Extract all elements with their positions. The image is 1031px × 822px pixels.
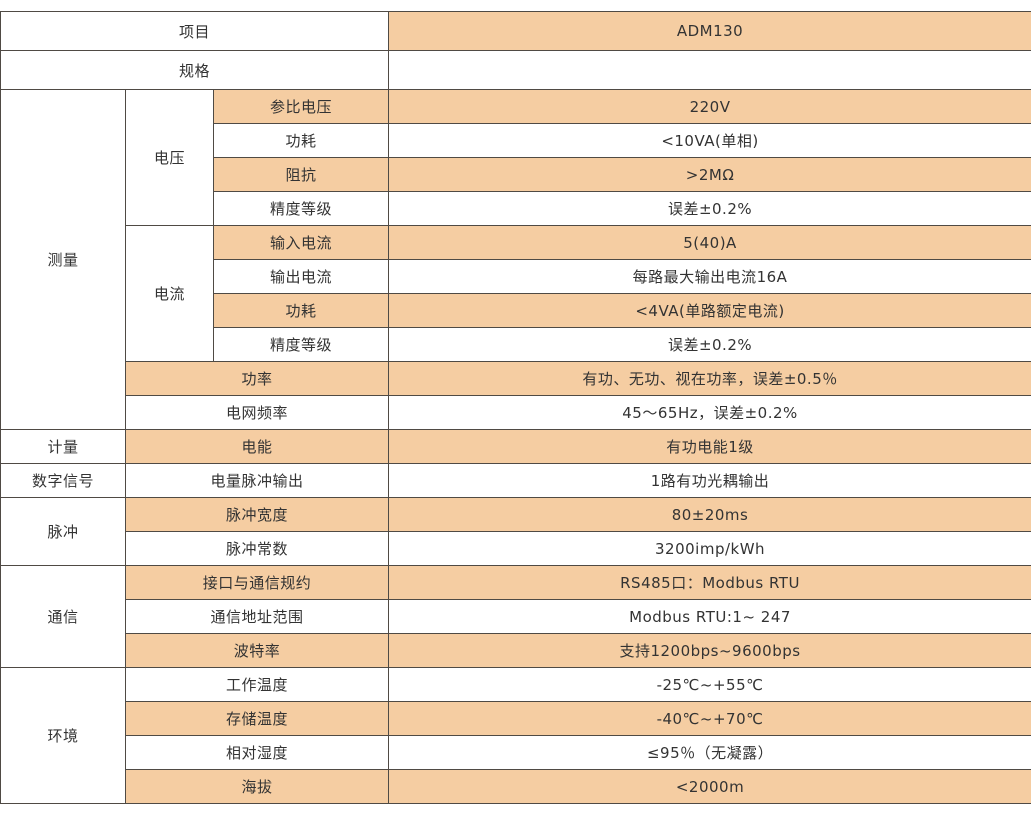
table-row: 精度等级 误差±0.2%: [1, 327, 1031, 362]
row-label-cell: 输入电流: [212, 225, 390, 260]
table-row: 输出电流 每路最大输出电流16A: [1, 259, 1031, 294]
table-row: 通信 接口与通信规约 RS485口：Modbus RTU: [0, 565, 1031, 668]
table-row: 功耗 <4VA(单路额定电流): [1, 293, 1031, 328]
row-label-cell: 参比电压: [212, 89, 390, 124]
table-row: 脉冲 脉冲宽度 80±20ms: [0, 497, 1031, 566]
row-label-cell: 功耗: [212, 293, 390, 328]
row-label-cell: 接口与通信规约: [124, 565, 390, 600]
spec-table: 项目 ADM130 规格 测量 电压 参比电压 220V 功耗 <10VA(单相…: [0, 11, 1031, 804]
row-label-cell: 脉冲宽度: [124, 497, 390, 532]
row-value-cell: ≤95％（无凝露）: [388, 735, 1031, 770]
row-value-cell: <2000m: [388, 769, 1031, 804]
row-value-cell: 误差±0.2%: [388, 327, 1031, 362]
group-cell-current: 电流: [125, 225, 214, 362]
table-row: 电流 输入电流 5(40)A: [1, 225, 1031, 362]
row-label-cell: 海拔: [124, 769, 390, 804]
row-value-cell: 80±20ms: [388, 497, 1031, 532]
row-value-cell: 有功、无功、视在功率，误差±0.5％: [388, 361, 1031, 396]
row-value-cell: 支持1200bps~9600bps: [388, 633, 1031, 668]
row-value-cell: <10VA(单相): [388, 123, 1031, 158]
group-cell-voltage: 电压: [125, 89, 214, 226]
table-row: 相对湿度 ≤95％（无凝露）: [1, 735, 1031, 770]
row-value-cell: 1路有功光耦输出: [388, 463, 1031, 498]
table-row: 项目 ADM130: [0, 11, 1031, 51]
group-cell-communication: 通信: [0, 565, 126, 668]
row-value-cell: >2MΩ: [388, 157, 1031, 192]
group-cell-digital-signal: 数字信号: [0, 463, 126, 498]
row-label-cell: 精度等级: [212, 191, 390, 226]
row-label-cell: 功耗: [212, 123, 390, 158]
table-row: 存储温度 -40℃~+70℃: [1, 701, 1031, 736]
row-label-cell: 功率: [124, 361, 390, 396]
group-cell-measurement: 测量: [0, 89, 126, 430]
row-label-cell: 脉冲常数: [124, 531, 390, 566]
row-label-cell: 阻抗: [212, 157, 390, 192]
table-row: 波特率 支持1200bps~9600bps: [1, 633, 1031, 668]
row-value-cell: -40℃~+70℃: [388, 701, 1031, 736]
table-row: 功率 有功、无功、视在功率，误差±0.5％: [1, 361, 1031, 396]
row-label-cell: 电网频率: [124, 395, 390, 430]
row-label-cell: 相对湿度: [124, 735, 390, 770]
row-value-cell: 误差±0.2%: [388, 191, 1031, 226]
row-label-cell: 电量脉冲输出: [124, 463, 390, 498]
row-label-cell: 精度等级: [212, 327, 390, 362]
row-value-cell: -25℃~+55℃: [388, 667, 1031, 702]
table-row: 电网频率 45～65Hz，误差±0.2%: [1, 395, 1031, 430]
table-row: 功耗 <10VA(单相): [1, 123, 1031, 158]
group-cell-metering: 计量: [0, 429, 126, 464]
row-value-cell: 每路最大输出电流16A: [388, 259, 1031, 294]
row-value-cell: RS485口：Modbus RTU: [388, 565, 1031, 600]
header-item-value-cell: ADM130: [388, 11, 1031, 51]
row-value-cell: 45～65Hz，误差±0.2%: [388, 395, 1031, 430]
table-row: 海拔 <2000m: [1, 769, 1031, 804]
row-value-cell: Modbus RTU:1~ 247: [388, 599, 1031, 634]
table-row: 测量 电压 参比电压 220V: [0, 89, 1031, 430]
row-label-cell: 电能: [124, 429, 390, 464]
row-value-cell: 3200imp/kWh: [388, 531, 1031, 566]
page: 项目 ADM130 规格 测量 电压 参比电压 220V 功耗 <10VA(单相…: [0, 11, 1031, 804]
group-cell-environment: 环境: [0, 667, 126, 804]
row-label-cell: 输出电流: [212, 259, 390, 294]
table-row: 规格: [0, 50, 1031, 90]
group-cell-pulse: 脉冲: [0, 497, 126, 566]
header-spec-value-cell: [388, 50, 1031, 90]
table-row: 脉冲常数 3200imp/kWh: [1, 531, 1031, 566]
row-label-cell: 工作温度: [124, 667, 390, 702]
header-item-label-cell: 项目: [0, 11, 390, 51]
row-value-cell: 220V: [388, 89, 1031, 124]
table-row: 通信地址范围 Modbus RTU:1~ 247: [1, 599, 1031, 634]
row-value-cell: 5(40)A: [388, 225, 1031, 260]
table-row: 环境 工作温度 -25℃~+55℃: [0, 667, 1031, 804]
row-label-cell: 存储温度: [124, 701, 390, 736]
row-value-cell: <4VA(单路额定电流): [388, 293, 1031, 328]
table-row: 计量 电能 有功电能1级: [0, 429, 1031, 464]
row-label-cell: 通信地址范围: [124, 599, 390, 634]
table-row: 精度等级 误差±0.2%: [1, 191, 1031, 226]
row-value-cell: 有功电能1级: [388, 429, 1031, 464]
table-row: 数字信号 电量脉冲输出 1路有功光耦输出: [0, 463, 1031, 498]
row-label-cell: 波特率: [124, 633, 390, 668]
header-spec-label-cell: 规格: [0, 50, 390, 90]
table-row: 阻抗 >2MΩ: [1, 157, 1031, 192]
